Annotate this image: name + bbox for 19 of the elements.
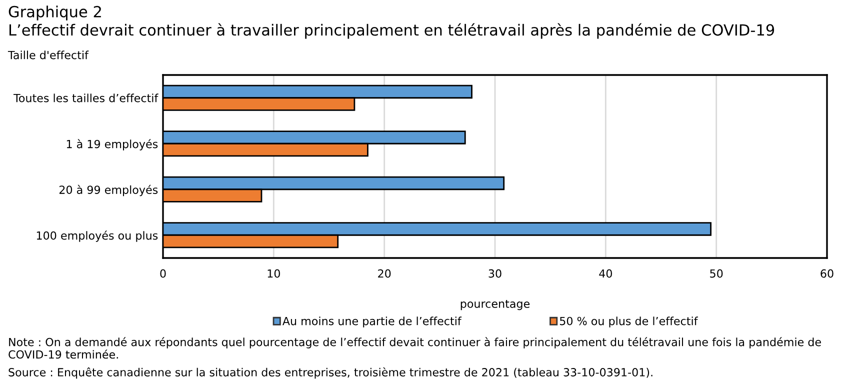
x-tick-label: 60 (820, 269, 834, 278)
x-tick-label: 50 (710, 269, 723, 278)
y-axis-title: Taille d'effectif (8, 50, 89, 60)
y-tick-label: 20 à 99 employés (59, 184, 158, 196)
legend-label: Au moins une partie de l’effectif (282, 316, 462, 328)
legend-label: 50 % ou plus de l’effectif (560, 316, 698, 328)
x-tick-label: 0 (160, 269, 166, 278)
chart-subtitle: L’effectif devrait continuer à travailler principalement en télétravail après la pandémie de COVID-19 (10, 23, 774, 39)
x-tick-label: 20 (378, 269, 391, 278)
chart-title: Graphique 2 (8, 6, 101, 20)
text: Note : On a demandé aux répondants quel pourcentage de l’effectif devait continuer à faire principalement du télétravail une fois la pandémie de COVID-19 terminée. (8, 337, 821, 359)
x-tick-label: 40 (599, 269, 612, 278)
y-tick-label: 100 employés ou plus (36, 230, 158, 242)
y-tick-label: Toutes les tailles d’effectif (13, 94, 158, 102)
x-tick-label: 10 (268, 269, 280, 278)
x-tick-label: 30 (488, 269, 502, 278)
x-axis-title: pourcentage (460, 300, 530, 310)
source-note: Source : Enquête canadienne sur la situation des entreprises, troisième trimestre de 2021 (tableau 33-10-0391-01). (8, 367, 652, 379)
y-tick-label: 1 à 19 employés (66, 139, 158, 150)
